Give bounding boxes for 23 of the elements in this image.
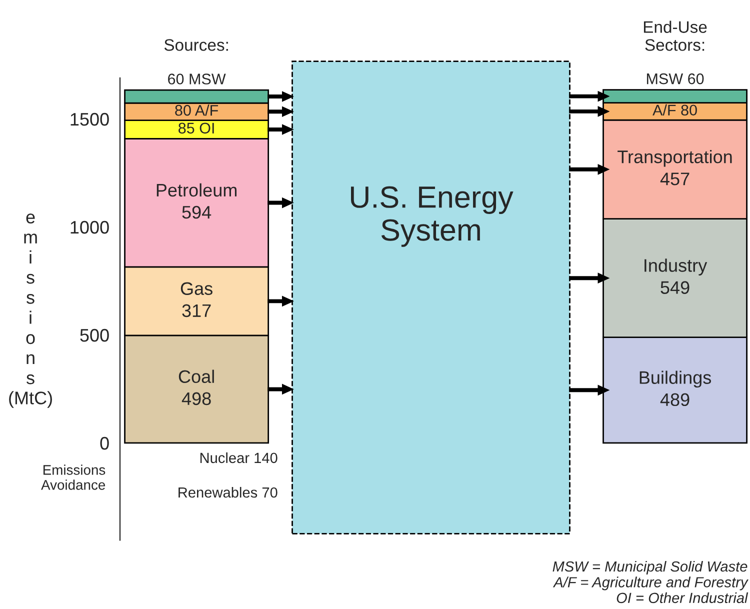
- text: emissions (MtC): [9, 214, 52, 408]
- data-label: 60 MSW: [168, 74, 226, 84]
- y-tick-label: 500: [80, 328, 109, 342]
- data-label: Coal 498: [178, 370, 214, 406]
- annotation: Emissions Avoidance: [41, 464, 106, 490]
- data-label: Gas 317: [180, 282, 212, 318]
- annotation: U.S. Energy System: [351, 186, 514, 247]
- text: End-Use Sectors:: [644, 20, 707, 51]
- data-label: Transportation 457: [618, 150, 732, 186]
- text: MSW = Municipal Solid Waste A/F = Agriculture and Forestry OI = Other Industrial: [552, 560, 748, 604]
- y-tick-label: 1500: [70, 112, 109, 126]
- data-label: Petroleum 594: [156, 183, 237, 219]
- y-tick-label: 1000: [70, 220, 109, 234]
- source-note: Sources:: [164, 39, 228, 51]
- data-label: Buildings 489: [640, 370, 712, 406]
- annotation: Nuclear 140: [200, 452, 278, 464]
- y-tick-label: 0: [100, 436, 109, 450]
- data-label: 80 A/F: [175, 104, 218, 116]
- data-label: A/F 80: [652, 104, 697, 116]
- data-label: Industry 549: [644, 258, 708, 294]
- annotation: Renewables 70: [178, 486, 278, 498]
- data-label: MSW 60: [646, 73, 704, 84]
- data-label: 85 OI: [178, 122, 214, 134]
